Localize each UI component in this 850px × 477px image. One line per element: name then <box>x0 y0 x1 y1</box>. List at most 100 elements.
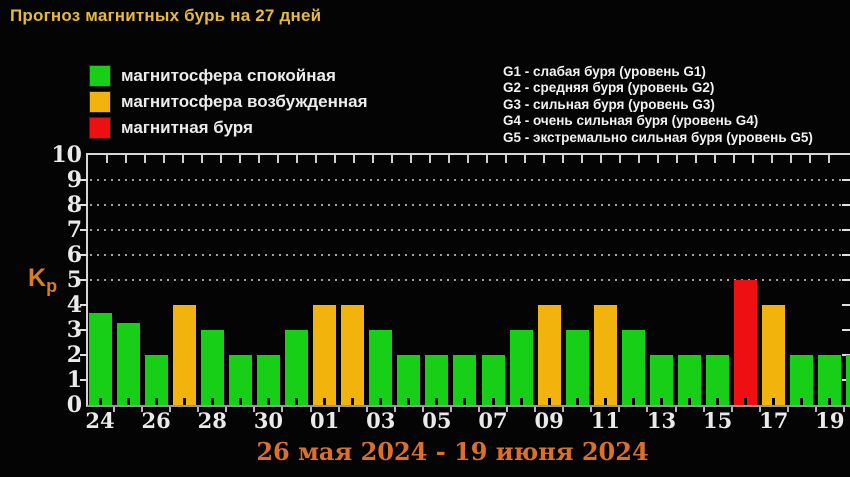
x-axis-boundary-tick <box>618 407 621 412</box>
x-axis-boundary-tick <box>786 407 789 412</box>
gridline-kp-5 <box>90 279 846 281</box>
bar-day-07 <box>481 355 505 405</box>
x-tick-label-09: 09 <box>534 408 564 433</box>
top-axis-tick <box>182 155 184 163</box>
x-axis-boundary-tick <box>562 407 565 412</box>
x-tick-label-07: 07 <box>478 408 508 433</box>
legend-swatch-quiet <box>90 66 110 86</box>
y-tick-label-6: 6 <box>66 242 82 268</box>
y-tick-label-3: 3 <box>66 317 82 343</box>
x-tick-label-30: 30 <box>253 408 284 433</box>
bar-day-15 <box>706 355 730 405</box>
bar-day-05 <box>425 355 449 405</box>
top-axis-tick <box>296 155 298 163</box>
x-axis-tick-overlay <box>716 398 720 405</box>
legend-item-label: магнитосфера спокойная <box>121 66 336 85</box>
x-axis-boundary-tick <box>197 407 200 412</box>
y-tick-label-0: 0 <box>66 392 82 418</box>
x-axis-boundary-tick <box>814 407 817 412</box>
bar-day-29 <box>228 355 252 405</box>
x-axis-tick-overlay <box>351 398 355 405</box>
top-axis-tick <box>562 155 564 163</box>
x-axis-tick-overlay <box>631 398 635 405</box>
right-axis-tick <box>842 179 850 181</box>
x-axis-tick-overlay <box>463 398 467 405</box>
left-axis-tick <box>80 279 88 281</box>
top-axis-tick <box>277 155 279 163</box>
x-axis-tick-overlay <box>603 398 607 405</box>
x-tick-label-19: 19 <box>815 408 845 433</box>
x-axis-tick-overlay <box>800 398 804 405</box>
x-axis-boundary-tick <box>393 407 396 412</box>
right-axis-tick <box>842 229 850 231</box>
top-axis-tick <box>581 155 583 163</box>
bar-day-11 <box>593 305 617 405</box>
x-tick-label-05: 05 <box>422 408 452 433</box>
x-axis-boundary-tick <box>758 407 761 412</box>
gridline-kp-9 <box>90 179 846 181</box>
right-axis-tick <box>842 304 850 306</box>
top-axis-tick <box>486 155 488 163</box>
x-axis-boundary-tick <box>253 407 256 412</box>
storm-level-g3: G3 - сильная буря (уровень G3) <box>503 96 715 112</box>
x-axis-boundary-tick <box>421 407 424 412</box>
y-tick-label-5: 5 <box>66 267 82 293</box>
x-tick-label-13: 13 <box>646 408 677 433</box>
bar-day-18 <box>790 355 814 405</box>
x-tick-label-28: 28 <box>197 408 227 433</box>
x-tick-label-03: 03 <box>366 408 396 433</box>
x-axis-tick-overlay <box>154 398 158 405</box>
legend-item-label: магнитная буря <box>121 118 253 137</box>
top-axis-tick <box>600 155 602 163</box>
bar-day-14 <box>678 355 702 405</box>
storm-level-g1: G1 - слабая буря (уровень G1) <box>503 64 706 79</box>
kp-subscript: p <box>46 276 58 296</box>
top-axis-tick <box>353 155 355 163</box>
x-axis-boundary-tick <box>225 407 228 412</box>
top-axis-tick <box>334 155 336 163</box>
x-axis-tick-overlay <box>182 398 186 405</box>
x-axis-boundary-tick <box>169 407 172 412</box>
x-axis-tick-overlay <box>379 398 383 405</box>
y-tick-label-2: 2 <box>66 342 82 368</box>
x-axis-tick-overlay <box>407 398 411 405</box>
top-axis-tick <box>733 155 735 163</box>
top-axis-tick <box>695 155 697 163</box>
top-axis-tick <box>467 155 469 163</box>
x-axis-tick-overlay <box>238 398 242 405</box>
x-axis-boundary-tick <box>730 407 733 412</box>
right-axis-tick <box>842 204 850 206</box>
storm-level-g4: G4 - очень сильная буря (уровень G4) <box>503 113 759 129</box>
top-axis-tick <box>714 155 716 163</box>
x-axis-tick-overlay <box>547 398 551 405</box>
chart-plot-area <box>86 153 850 407</box>
bar-day-01 <box>313 305 337 405</box>
left-axis-tick <box>80 204 88 206</box>
top-axis-tick <box>372 155 374 163</box>
storm-level-g2: G2 - средняя буря (уровень G2) <box>503 80 715 96</box>
bar-day-26 <box>144 355 168 405</box>
top-axis-tick <box>239 155 241 163</box>
x-tick-label-17: 17 <box>759 408 789 433</box>
x-axis-tick-overlay <box>266 398 270 405</box>
x-axis-tick-overlay <box>744 398 748 405</box>
top-axis-tick <box>828 155 830 163</box>
x-tick-label-26: 26 <box>141 408 171 433</box>
x-axis-tick-overlay <box>126 398 130 405</box>
x-axis-tick-overlay <box>828 398 832 405</box>
bar-day-08 <box>509 330 533 405</box>
x-axis-boundary-tick <box>141 407 144 412</box>
x-axis-boundary-tick <box>674 407 677 412</box>
right-axis-tick <box>842 354 850 356</box>
x-axis-tick-overlay <box>491 398 495 405</box>
x-axis-boundary-tick <box>365 407 368 412</box>
bar-day-27 <box>172 305 196 405</box>
bar-day-24 <box>88 312 112 405</box>
bar-day-16 <box>734 280 758 405</box>
x-axis-tick-overlay <box>295 398 299 405</box>
chart-plot-inner <box>88 155 850 405</box>
x-tick-label-01: 01 <box>309 408 340 433</box>
legend-swatch-excited <box>90 92 110 112</box>
page-title: Прогноз магнитных бурь на 27 дней <box>10 6 322 25</box>
date-range-caption: 26 мая 2024 - 19 июня 2024 <box>256 437 649 466</box>
